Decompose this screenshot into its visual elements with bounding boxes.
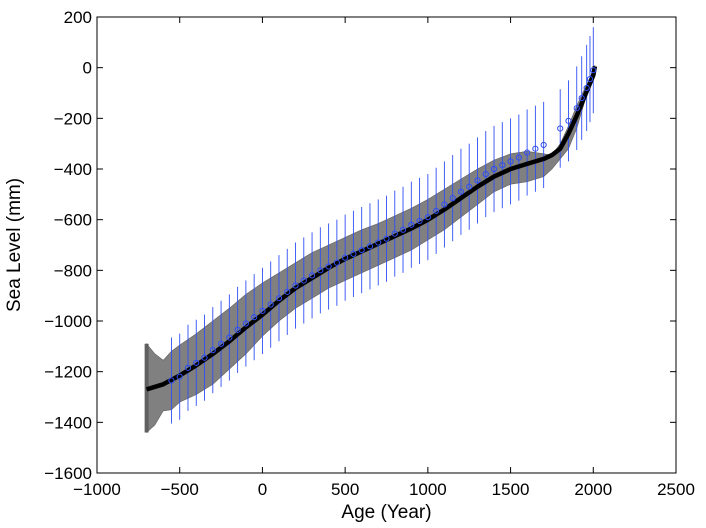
- observation-point: [565, 117, 572, 124]
- observation-point: [499, 162, 506, 169]
- observation-point: [482, 170, 489, 178]
- observation-point: [342, 254, 349, 261]
- observation-point: [251, 314, 258, 321]
- y-tick-label: −1000: [44, 312, 92, 331]
- x-axis-title: Age (Year): [341, 502, 431, 523]
- plot-layer: [144, 27, 598, 434]
- observation-point: [583, 84, 590, 92]
- observation-point: [449, 195, 456, 202]
- observation-point: [441, 201, 448, 208]
- observation-point: [366, 243, 374, 250]
- y-tick-label: −200: [54, 109, 92, 128]
- observation-point: [433, 207, 440, 214]
- observation-point: [350, 250, 357, 257]
- observation-point: [532, 145, 539, 152]
- observation-point: [275, 295, 283, 302]
- x-tick-label: 2000: [574, 480, 612, 499]
- observation-point: [217, 340, 225, 347]
- observation-point: [474, 177, 481, 184]
- observation-point: [292, 282, 299, 289]
- observation-point: [375, 239, 382, 246]
- y-tick-label: −600: [54, 211, 92, 230]
- observation-point: [424, 214, 431, 221]
- observation-point: [573, 105, 580, 112]
- observation-point: [317, 267, 324, 274]
- observation-point: [383, 235, 390, 242]
- observation-point: [540, 141, 547, 149]
- y-tick-label: −1400: [44, 413, 92, 432]
- observation-point: [416, 217, 423, 225]
- y-tick-label: −1600: [44, 464, 92, 483]
- observation-point: [391, 230, 398, 237]
- observation-point: [267, 301, 274, 308]
- x-tick-label: −1000: [73, 480, 121, 499]
- observation-point: [193, 359, 200, 366]
- y-tick-label: −400: [54, 160, 92, 179]
- y-tick-label: 0: [83, 59, 92, 78]
- observation-point: [325, 263, 332, 270]
- observation-point: [515, 154, 522, 161]
- observation-point: [590, 67, 597, 74]
- observation-point: [284, 288, 291, 295]
- observation-point: [578, 94, 585, 102]
- observation-point: [557, 125, 564, 132]
- tick-layer: −1000 −500 0 500 1000 1500 2000 2500−1600−1400−…: [44, 8, 695, 499]
- x-tick-label: 2500: [657, 480, 695, 499]
- observation-point: [457, 188, 465, 195]
- x-tick-label: −500: [161, 480, 199, 499]
- observation-point: [308, 272, 316, 279]
- observation-point: [242, 320, 249, 327]
- observation-point: [358, 246, 365, 254]
- observation-point: [259, 307, 266, 314]
- observation-point: [226, 334, 233, 341]
- observation-point: [408, 221, 415, 228]
- observation-point: [234, 326, 241, 333]
- x-tick-label: 0: [258, 480, 267, 499]
- observation-point: [466, 183, 473, 190]
- observation-point: [490, 165, 498, 173]
- observation-point: [209, 347, 216, 354]
- plot-axes-frame: [96, 16, 677, 474]
- observation-point: [201, 354, 208, 361]
- y-axis-title: Sea Level (mm): [4, 178, 25, 312]
- observation-point: [176, 373, 183, 380]
- observation-point: [184, 364, 192, 371]
- x-tick-label: 500: [331, 480, 359, 499]
- observation-point: [399, 226, 407, 233]
- x-tick-label: 1000: [409, 480, 447, 499]
- y-tick-label: −800: [54, 261, 92, 280]
- y-tick-label: −1200: [44, 363, 92, 382]
- observation-point: [586, 75, 594, 83]
- observation-point: [507, 158, 514, 165]
- observation-point: [333, 259, 340, 266]
- y-tick-label: 200: [64, 8, 92, 27]
- observation-point: [300, 277, 307, 284]
- observation-point: [524, 149, 531, 156]
- observation-point: [168, 377, 175, 384]
- x-tick-label: 1500: [492, 480, 530, 499]
